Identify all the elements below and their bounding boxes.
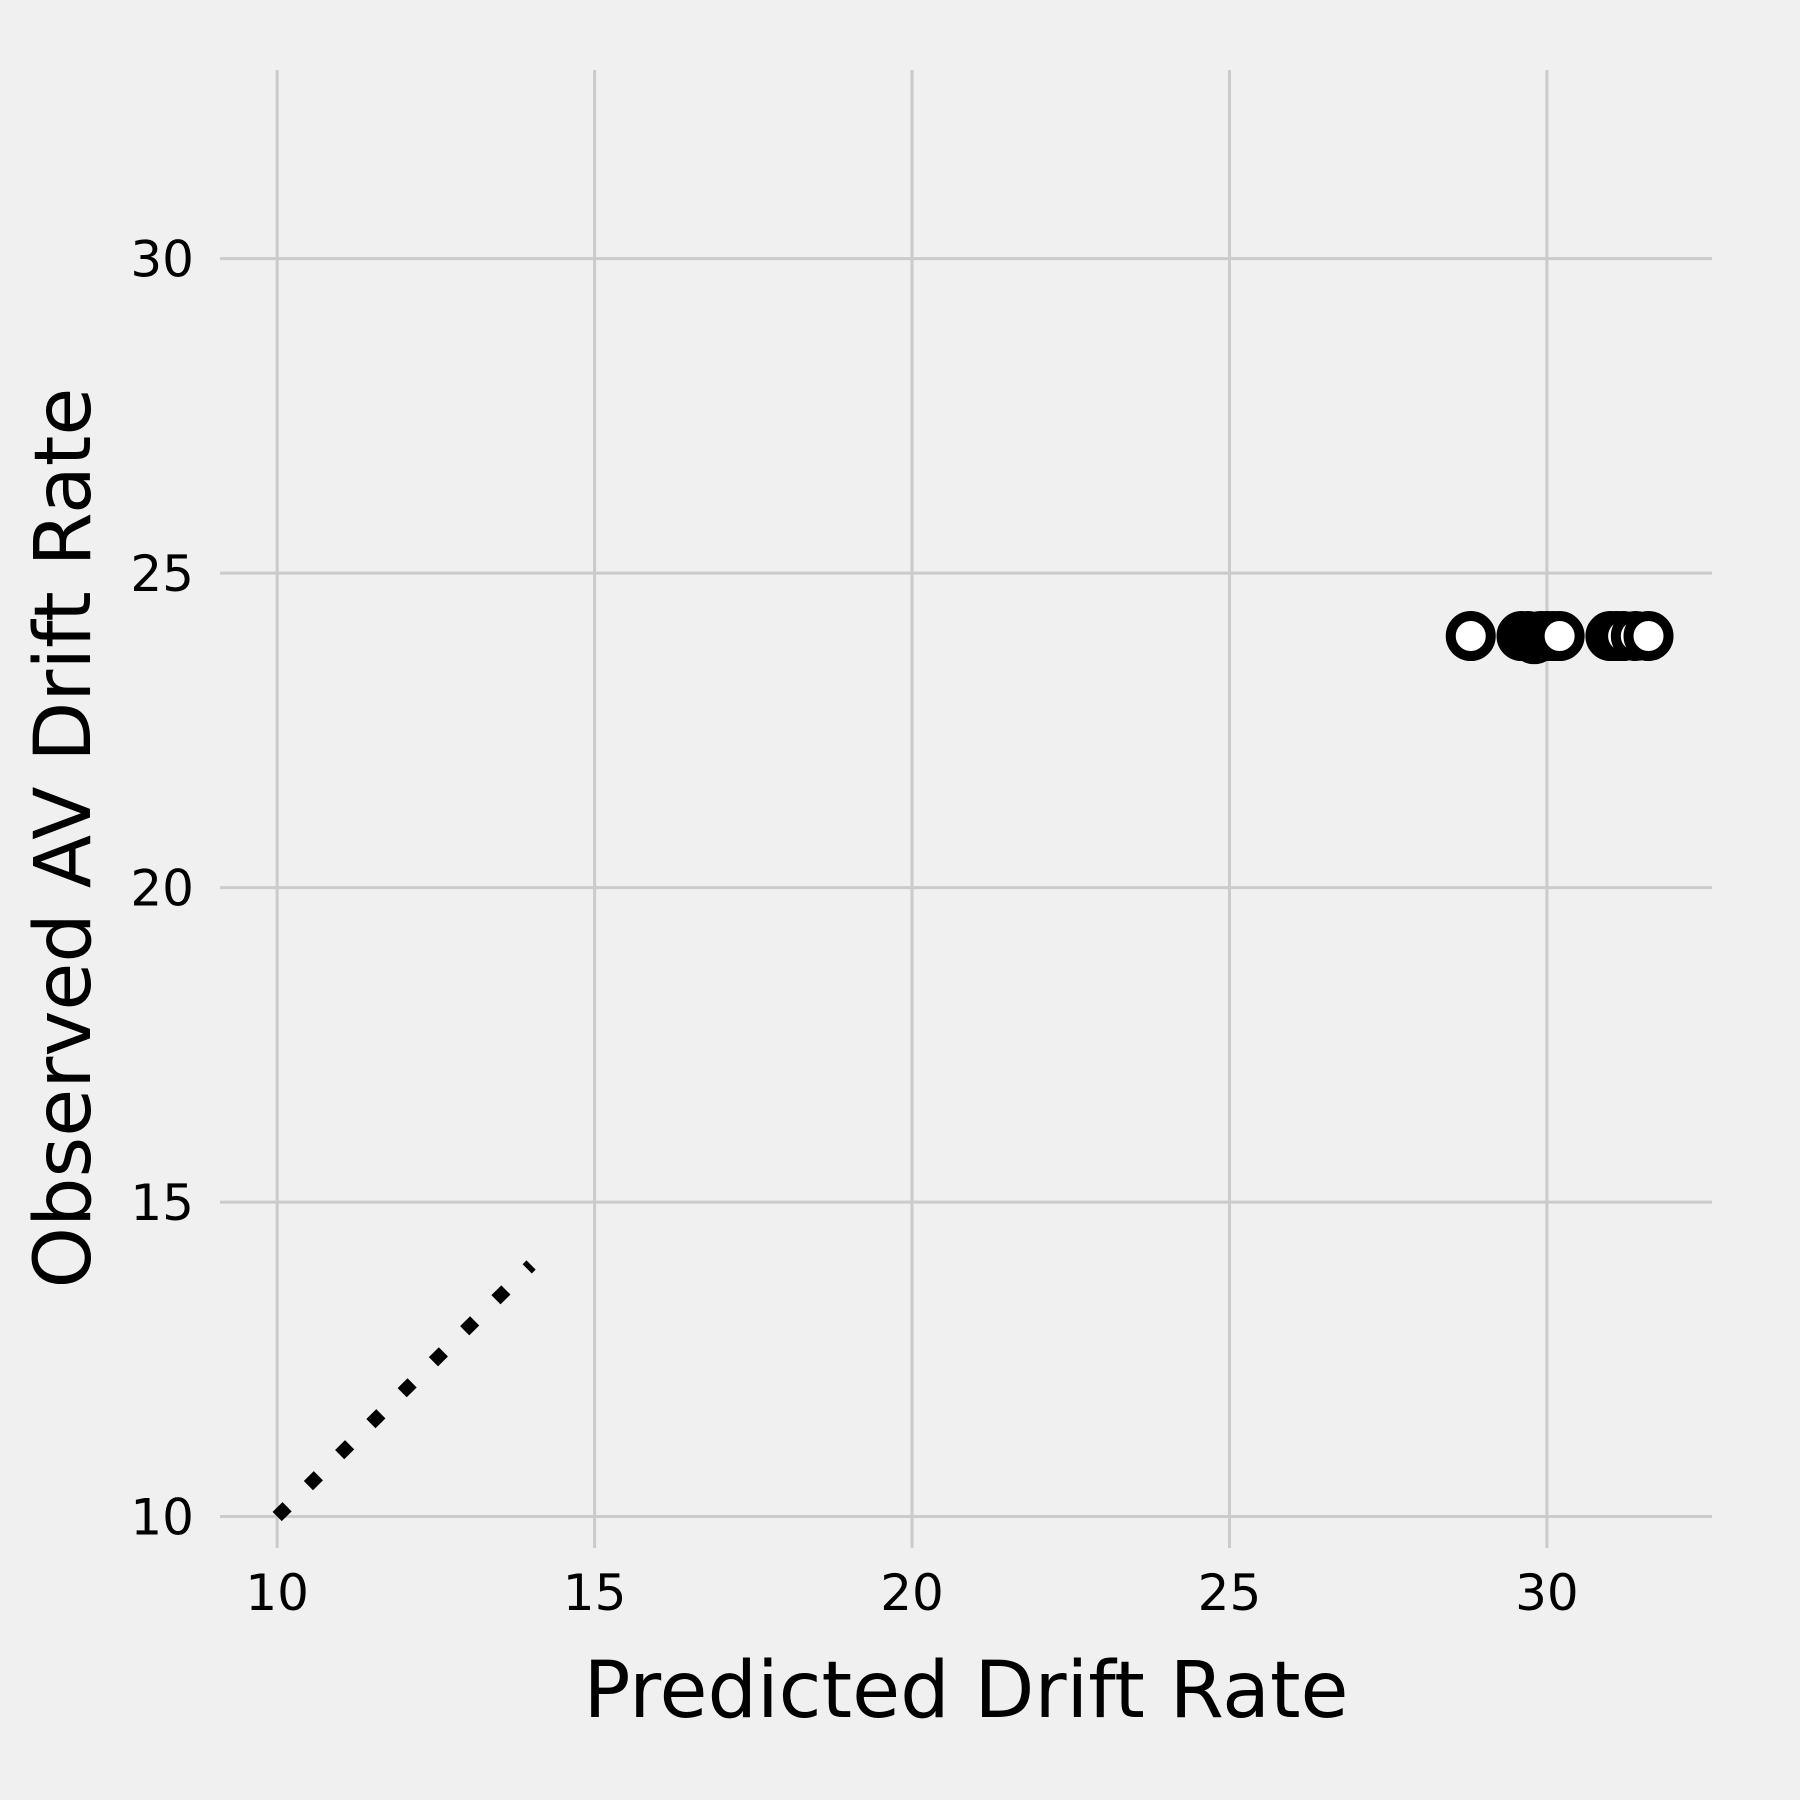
y-tick-label: 15 bbox=[130, 1174, 194, 1232]
x-tick-label: 30 bbox=[1515, 1564, 1579, 1622]
y-axis-label: Observed AV Drift Rate bbox=[19, 388, 109, 1289]
grid-lines bbox=[220, 70, 1712, 1548]
data-point bbox=[1534, 611, 1585, 662]
y-tick-labels: 10 15 20 25 30 bbox=[130, 231, 194, 1547]
y-tick-label: 10 bbox=[130, 1489, 194, 1547]
data-point bbox=[1623, 611, 1674, 662]
x-tick-labels: 10 15 20 25 30 bbox=[245, 1564, 1578, 1622]
x-axis-label: Predicted Drift Rate bbox=[583, 1646, 1348, 1736]
x-tick-label: 20 bbox=[880, 1564, 944, 1622]
y-tick-label: 30 bbox=[130, 231, 194, 289]
data-points bbox=[1445, 611, 1674, 665]
identity-line bbox=[272, 1260, 536, 1522]
x-tick-label: 25 bbox=[1198, 1564, 1262, 1622]
y-tick-label: 20 bbox=[130, 860, 194, 918]
x-tick-label: 15 bbox=[563, 1564, 627, 1622]
x-tick-label: 10 bbox=[245, 1564, 309, 1622]
identity-line-group bbox=[272, 1260, 536, 1522]
y-tick-label: 25 bbox=[130, 545, 194, 603]
data-point bbox=[1445, 611, 1496, 662]
